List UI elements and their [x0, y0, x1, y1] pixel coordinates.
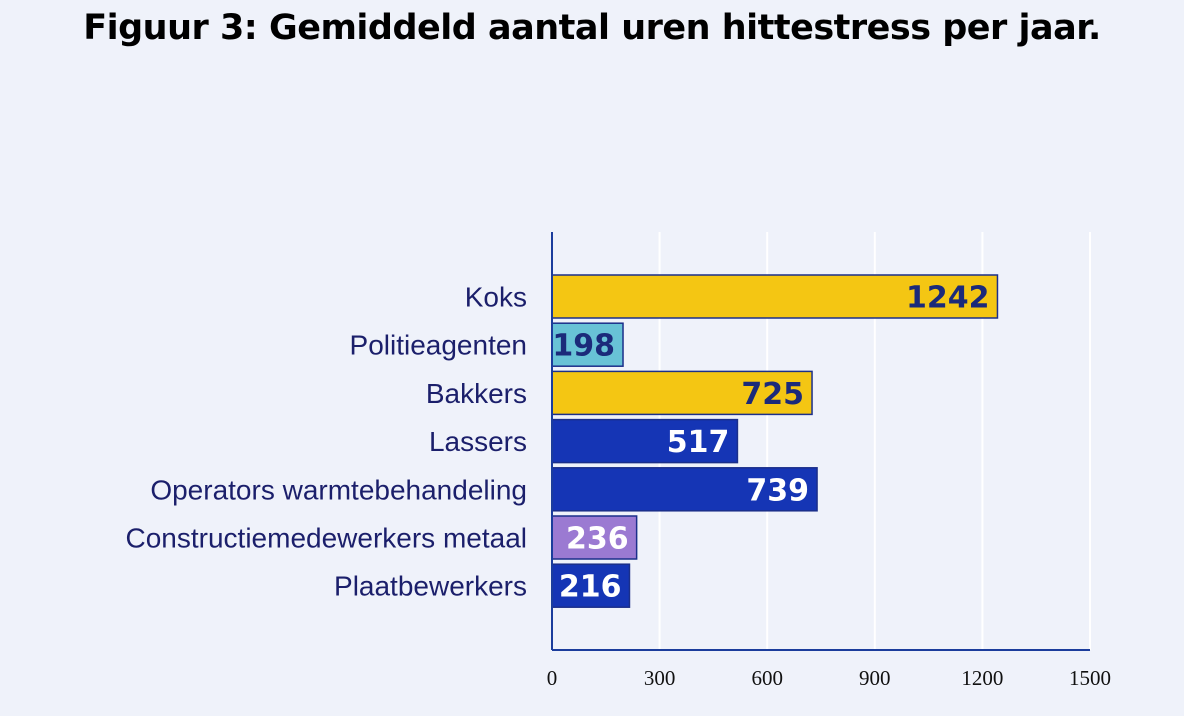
- category-label: Bakkers: [426, 378, 527, 409]
- category-label: Constructiemedewerkers metaal: [126, 523, 528, 554]
- category-label: Lassers: [429, 426, 527, 457]
- value-label: 216: [559, 570, 622, 605]
- category-label: Plaatbewerkers: [334, 571, 527, 602]
- x-tick-label: 0: [547, 666, 558, 690]
- value-label: 198: [552, 329, 615, 364]
- x-tick-label: 900: [859, 666, 891, 690]
- x-tick-label: 600: [751, 666, 783, 690]
- value-label: 236: [566, 522, 629, 557]
- category-label: Koks: [465, 282, 527, 313]
- bar: [551, 418, 739, 464]
- bar: [551, 467, 818, 512]
- bar: [551, 322, 624, 367]
- bar: [551, 370, 813, 416]
- x-tick-label: 1200: [961, 666, 1003, 690]
- value-label: 739: [746, 473, 809, 508]
- x-tick-label: 1500: [1069, 666, 1111, 690]
- chart-title: Figuur 3: Gemiddeld aantal uren hittestr…: [83, 8, 1101, 48]
- value-label: 517: [667, 425, 730, 460]
- value-label: 725: [741, 377, 804, 412]
- x-tick-label: 300: [644, 666, 676, 690]
- bar: [551, 563, 631, 608]
- category-label: Politieagenten: [350, 330, 527, 361]
- bar: [551, 515, 638, 560]
- value-label: 1242: [906, 281, 990, 316]
- category-label: Operators warmtebehandeling: [150, 474, 527, 505]
